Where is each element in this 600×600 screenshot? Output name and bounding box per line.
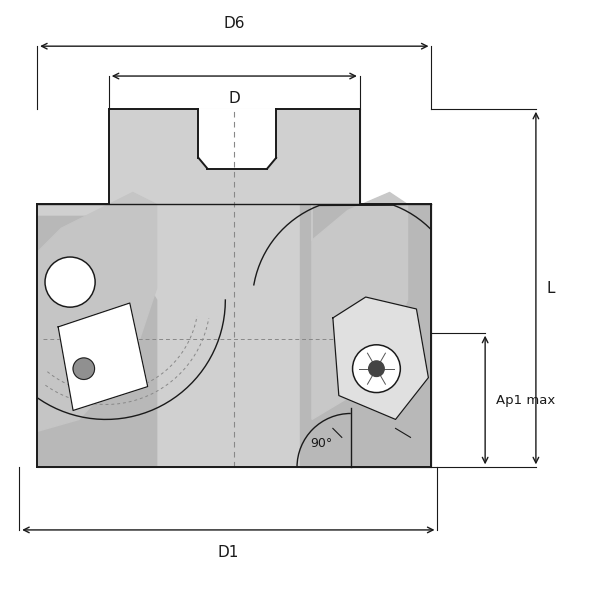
Circle shape bbox=[45, 257, 95, 307]
Polygon shape bbox=[300, 205, 431, 467]
Text: D: D bbox=[229, 91, 240, 106]
Polygon shape bbox=[37, 205, 431, 467]
Text: D6: D6 bbox=[224, 16, 245, 31]
Polygon shape bbox=[199, 109, 276, 169]
Polygon shape bbox=[37, 193, 157, 431]
Circle shape bbox=[353, 345, 400, 392]
Polygon shape bbox=[109, 109, 360, 205]
Circle shape bbox=[73, 358, 95, 379]
Polygon shape bbox=[312, 193, 407, 419]
Text: 90°: 90° bbox=[310, 437, 332, 449]
Circle shape bbox=[368, 361, 384, 376]
Polygon shape bbox=[333, 297, 428, 419]
Text: L: L bbox=[547, 281, 555, 296]
Polygon shape bbox=[58, 303, 148, 410]
Text: Ap1 max: Ap1 max bbox=[496, 394, 555, 407]
Text: D1: D1 bbox=[218, 545, 239, 560]
Polygon shape bbox=[37, 217, 157, 467]
